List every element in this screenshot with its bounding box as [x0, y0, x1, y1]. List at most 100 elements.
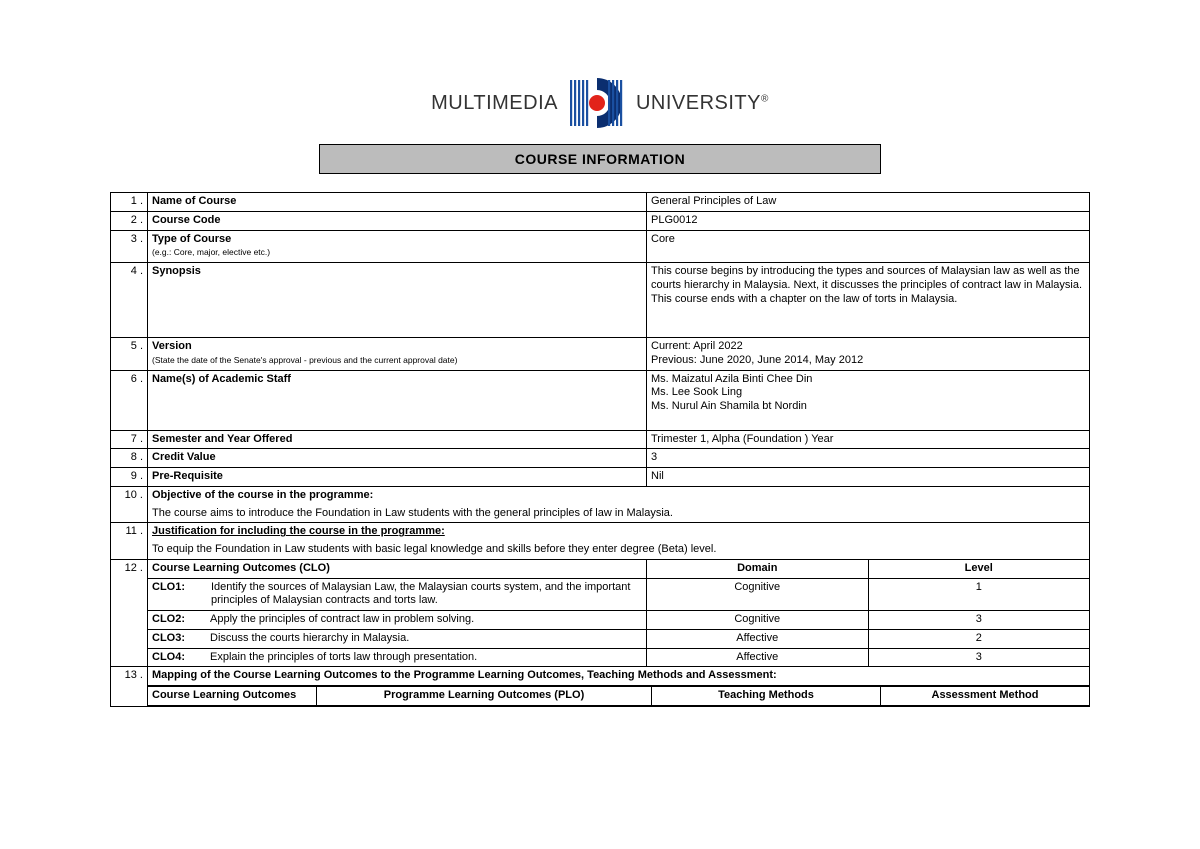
- clo-level-header: Level: [868, 559, 1090, 578]
- table-row: 3 . Type of Course (e.g.: Core, major, e…: [111, 230, 1090, 263]
- row-label: Synopsis: [148, 263, 647, 338]
- row-value: Core: [647, 230, 1090, 263]
- clo-cell: CLO4: Explain the principles of torts la…: [148, 648, 647, 667]
- clo-desc: Apply the principles of contract law in …: [206, 611, 646, 629]
- clo-level: 2: [868, 629, 1090, 648]
- clo-domain-header: Domain: [647, 559, 869, 578]
- registered-mark: ®: [761, 93, 769, 104]
- row-num: 4 .: [111, 263, 148, 338]
- clo-domain: Affective: [647, 629, 869, 648]
- clo-id: CLO4:: [148, 649, 206, 667]
- mapping-col-tm: Teaching Methods: [652, 687, 881, 706]
- row-value: Trimester 1, Alpha (Foundation ) Year: [647, 430, 1090, 449]
- row-label: Version (State the date of the Senate's …: [148, 338, 647, 371]
- table-row: 10 . Objective of the course in the prog…: [111, 486, 1090, 504]
- row-label: Course Code: [148, 211, 647, 230]
- table-row: 7 . Semester and Year Offered Trimester …: [111, 430, 1090, 449]
- row-value: Nil: [647, 468, 1090, 487]
- row-num-empty: [111, 505, 148, 523]
- course-info-table: 1 . Name of Course General Principles of…: [110, 192, 1090, 707]
- row-label-text: Version: [152, 340, 192, 352]
- row-sublabel: (e.g.: Core, major, elective etc.): [152, 247, 270, 257]
- table-row: 8 . Credit Value 3: [111, 449, 1090, 468]
- row-num: 10 .: [111, 486, 148, 504]
- mapping-col-clo: Course Learning Outcomes: [148, 687, 317, 706]
- row-num: 1 .: [111, 193, 148, 212]
- row-value: Current: April 2022 Previous: June 2020,…: [647, 338, 1090, 371]
- table-row: 2 . Course Code PLG0012: [111, 211, 1090, 230]
- clo-cell: CLO2: Apply the principles of contract l…: [148, 611, 647, 630]
- clo-row: CLO1: Identify the sources of Malaysian …: [111, 578, 1090, 611]
- row-label: Mapping of the Course Learning Outcomes …: [148, 667, 1090, 686]
- table-row: 9 . Pre-Requisite Nil: [111, 468, 1090, 487]
- brand-logo: MULTIMEDIA UNIVERSITY®: [431, 70, 769, 136]
- table-row: 11 . Justification for including the cou…: [111, 523, 1090, 541]
- row-label-text: Type of Course: [152, 233, 231, 245]
- row-label: Name of Course: [148, 193, 647, 212]
- clo-desc: Explain the principles of torts law thro…: [206, 649, 646, 667]
- row-num: 8 .: [111, 449, 148, 468]
- brand-text-right: UNIVERSITY®: [636, 92, 769, 115]
- row-num: 2 .: [111, 211, 148, 230]
- clo-domain: Cognitive: [647, 578, 869, 611]
- clo-domain: Affective: [647, 648, 869, 667]
- table-row: To equip the Foundation in Law students …: [111, 541, 1090, 559]
- mapping-header-cell: Course Learning Outcomes Programme Learn…: [148, 686, 1090, 707]
- row-value: Ms. Maizatul Azila Binti Chee Din Ms. Le…: [647, 370, 1090, 430]
- clo-level: 1: [868, 578, 1090, 611]
- clo-cell: CLO3: Discuss the courts hierarchy in Ma…: [148, 629, 647, 648]
- brand-text-left: MULTIMEDIA: [431, 92, 558, 115]
- clo-level: 3: [868, 648, 1090, 667]
- clo-row: CLO2: Apply the principles of contract l…: [111, 611, 1090, 630]
- clo-domain: Cognitive: [647, 611, 869, 630]
- row-num-empty: [111, 541, 148, 559]
- row-sublabel: (State the date of the Senate's approval…: [152, 355, 457, 365]
- clo-id: CLO1:: [148, 579, 207, 611]
- row-label: Name(s) of Academic Staff: [148, 370, 647, 430]
- table-row: 1 . Name of Course General Principles of…: [111, 193, 1090, 212]
- mapping-col-plo: Programme Learning Outcomes (PLO): [317, 687, 652, 706]
- clo-id: CLO2:: [148, 611, 206, 629]
- row-num: 13 .: [111, 667, 148, 686]
- clo-header-row: 12 . Course Learning Outcomes (CLO) Doma…: [111, 559, 1090, 578]
- clo-id: CLO3:: [148, 630, 206, 648]
- row-label: Objective of the course in the programme…: [148, 486, 1090, 504]
- row-num: 11 .: [111, 523, 148, 541]
- row-num-empty: [111, 686, 148, 707]
- row-content: To equip the Foundation in Law students …: [148, 541, 1090, 559]
- row-num: 5 .: [111, 338, 148, 371]
- row-value: General Principles of Law: [647, 193, 1090, 212]
- clo-row: CLO3: Discuss the courts hierarchy in Ma…: [111, 629, 1090, 648]
- row-num: 9 .: [111, 468, 148, 487]
- header-block: MULTIMEDIA UNIVERSITY®: [0, 0, 1200, 174]
- row-value: 3: [647, 449, 1090, 468]
- clo-level: 3: [868, 611, 1090, 630]
- clo-desc: Discuss the courts hierarchy in Malaysia…: [206, 630, 646, 648]
- table-row: The course aims to introduce the Foundat…: [111, 505, 1090, 523]
- clo-row: CLO4: Explain the principles of torts la…: [111, 648, 1090, 667]
- row-num: 6 .: [111, 370, 148, 430]
- brand-right-text: UNIVERSITY: [636, 92, 761, 114]
- clo-desc: Identify the sources of Malaysian Law, t…: [207, 579, 647, 611]
- row-label: Semester and Year Offered: [148, 430, 647, 449]
- row-label: Pre-Requisite: [148, 468, 647, 487]
- row-label: Justification for including the course i…: [148, 523, 1090, 541]
- table-row: 6 . Name(s) of Academic Staff Ms. Maizat…: [111, 370, 1090, 430]
- row-value: PLG0012: [647, 211, 1090, 230]
- table-row: 4 . Synopsis This course begins by intro…: [111, 263, 1090, 338]
- clo-title: Course Learning Outcomes (CLO): [148, 559, 647, 578]
- page: MULTIMEDIA UNIVERSITY®: [0, 0, 1200, 849]
- row-label: Credit Value: [148, 449, 647, 468]
- row-num: 12 .: [111, 559, 148, 667]
- mmu-logo-icon: [564, 70, 630, 136]
- table-row: 5 . Version (State the date of the Senat…: [111, 338, 1090, 371]
- row-num: 7 .: [111, 430, 148, 449]
- title-bar: COURSE INFORMATION: [319, 144, 881, 174]
- mapping-header-row: Course Learning Outcomes Programme Learn…: [111, 686, 1090, 707]
- row-value: This course begins by introducing the ty…: [647, 263, 1090, 338]
- table-row: 13 . Mapping of the Course Learning Outc…: [111, 667, 1090, 686]
- mapping-col-am: Assessment Method: [881, 687, 1090, 706]
- row-label: Type of Course (e.g.: Core, major, elect…: [148, 230, 647, 263]
- row-content: The course aims to introduce the Foundat…: [148, 505, 1090, 523]
- clo-cell: CLO1: Identify the sources of Malaysian …: [148, 578, 647, 611]
